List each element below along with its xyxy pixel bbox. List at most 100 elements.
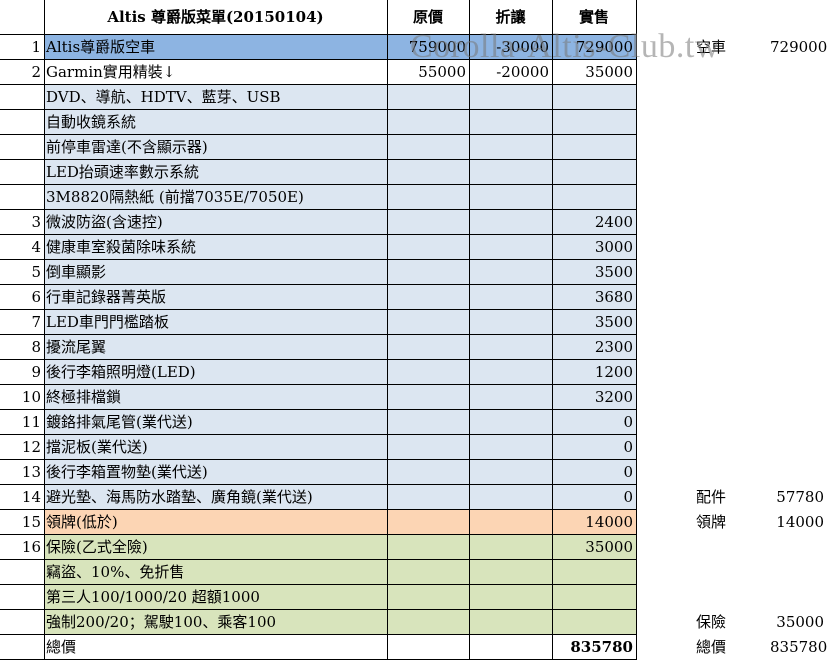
row-number: 11 (21, 413, 41, 431)
row-number: 7 (31, 313, 41, 331)
item-name: Altis尊爵版空車 (46, 38, 156, 56)
original-price (387, 185, 469, 210)
grid-line-vertical (636, 0, 637, 660)
grid-line-horizontal (0, 34, 636, 35)
discount-amount (469, 135, 552, 160)
item-name: 前停車雷達(不含顯示器) (46, 138, 208, 156)
grid-line-horizontal (0, 409, 636, 410)
row-number (0, 610, 44, 635)
row-number: 12 (21, 438, 41, 456)
discount-amount (469, 610, 552, 635)
sale-price (552, 85, 636, 110)
original-price (387, 560, 469, 585)
grid-line-horizontal (0, 234, 636, 235)
grid-line-horizontal (0, 509, 636, 510)
row-fill (44, 110, 636, 135)
row-number: 9 (31, 363, 41, 381)
grid-line-horizontal (0, 459, 636, 460)
sale-price: 3680 (594, 288, 633, 306)
sale-price: 2400 (594, 213, 633, 231)
item-name: 強制200/20；駕駛100、乘客100 (46, 613, 277, 631)
original-price (387, 385, 469, 410)
sale-price: 0 (623, 463, 633, 481)
item-name: 倒車顯影 (46, 263, 107, 281)
row-fill (44, 485, 636, 510)
sale-price: 729000 (575, 38, 633, 56)
row-fill (44, 210, 636, 235)
sale-price (552, 185, 636, 210)
discount-amount (469, 285, 552, 310)
header-title: Altis 尊爵版菜單(20150104) (107, 8, 324, 26)
row-number: 13 (21, 463, 41, 481)
grid-line-horizontal (0, 384, 636, 385)
row-fill (44, 535, 636, 560)
original-price (387, 585, 469, 610)
grid-line-vertical (552, 0, 553, 660)
item-name: 竊盜、10%、免折售 (46, 563, 185, 581)
summary-value: 14000 (776, 513, 824, 531)
grid-line-horizontal (0, 584, 636, 585)
original-price (387, 160, 469, 185)
row-fill (44, 160, 636, 185)
sale-price: 3000 (594, 238, 633, 256)
grid-line-horizontal (0, 359, 636, 360)
row-fill (44, 360, 636, 385)
original-price (387, 635, 469, 660)
row-number (0, 160, 44, 185)
grid-line-horizontal (0, 534, 636, 535)
discount-amount (469, 310, 552, 335)
discount-amount (469, 510, 552, 535)
original-price (387, 460, 469, 485)
item-name: 總價 (46, 638, 77, 656)
sale-price (552, 110, 636, 135)
sale-price (552, 560, 636, 585)
discount-amount (469, 635, 552, 660)
row-number: 4 (31, 238, 41, 256)
row-number (0, 185, 44, 210)
sale-price (552, 610, 636, 635)
row-number: 16 (21, 538, 41, 556)
row-fill (44, 235, 636, 260)
grid-line-horizontal (0, 284, 636, 285)
grid-line-horizontal (0, 184, 636, 185)
original-price (387, 135, 469, 160)
summary-value: 35000 (776, 613, 824, 631)
header-discount: 折讓 (495, 8, 526, 26)
row-fill (44, 560, 636, 585)
original-price (387, 360, 469, 385)
row-number: 8 (31, 338, 41, 356)
discount-amount (469, 560, 552, 585)
item-name: 終極排檔鎖 (46, 388, 122, 406)
item-name: 後行李箱置物墊(業代送) (46, 463, 208, 481)
discount-amount (469, 485, 552, 510)
sale-price: 835780 (570, 638, 633, 656)
row-number (0, 635, 44, 660)
discount-amount (469, 335, 552, 360)
row-number: 5 (31, 263, 41, 281)
row-fill (44, 85, 636, 110)
row-fill (44, 285, 636, 310)
original-price (387, 485, 469, 510)
discount-amount (469, 435, 552, 460)
sale-price: 35000 (585, 538, 633, 556)
discount-amount (469, 410, 552, 435)
row-number: 6 (31, 288, 41, 306)
sale-price: 14000 (585, 513, 633, 531)
grid-line-horizontal (0, 609, 636, 610)
row-fill (44, 585, 636, 610)
item-name: 保險(乙式全險) (46, 538, 148, 556)
discount-amount (469, 85, 552, 110)
row-number: 10 (21, 388, 41, 406)
original-price: 55000 (418, 63, 466, 81)
row-fill (44, 310, 636, 335)
watermark: Corolla-Altis-Club.tw (410, 28, 720, 65)
sale-price (552, 135, 636, 160)
discount-amount (469, 235, 552, 260)
grid-line-horizontal (0, 484, 636, 485)
grid-line-vertical (387, 0, 388, 660)
discount-amount (469, 185, 552, 210)
item-name: 健康車室殺菌除味系統 (46, 238, 197, 256)
item-name: 3M8820隔熱紙 (前擋7035E/7050E) (46, 188, 304, 206)
discount-amount (469, 210, 552, 235)
